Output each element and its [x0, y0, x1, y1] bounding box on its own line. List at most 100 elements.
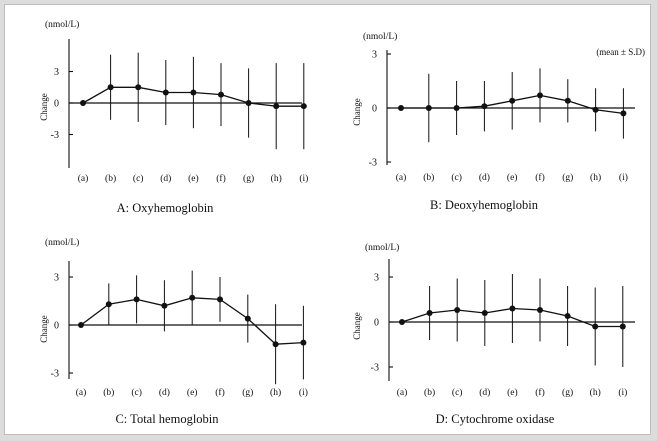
- y-tick-label: 0: [54, 99, 59, 110]
- y-unit-label: (nmol/L): [45, 19, 79, 30]
- panel-title: D: Cytochrome oxidase: [436, 412, 555, 426]
- data-point: [398, 105, 404, 111]
- data-point: [509, 97, 516, 104]
- x-tick-label: (c): [452, 387, 463, 398]
- data-point: [190, 89, 197, 96]
- data-point: [189, 294, 196, 301]
- y-tick-label: 0: [374, 318, 379, 329]
- x-tick-label: (g): [242, 387, 253, 398]
- data-point: [620, 110, 627, 117]
- data-point: [245, 100, 252, 106]
- x-tick-label: (a): [78, 173, 89, 184]
- x-tick-label: (a): [76, 387, 87, 398]
- x-tick-label: (i): [618, 387, 627, 398]
- y-tick-label: -3: [51, 130, 59, 141]
- x-tick-label: (f): [215, 387, 225, 398]
- y-axis-label: Change: [352, 98, 362, 126]
- x-tick-label: (f): [216, 173, 226, 184]
- data-point: [453, 105, 460, 111]
- panel-title: A: Oxyhemoglobin: [117, 201, 215, 215]
- y-axis-label: Change: [352, 312, 362, 340]
- x-tick-label: (d): [479, 172, 490, 183]
- data-point: [273, 103, 280, 110]
- x-tick-label: (i): [619, 172, 628, 183]
- x-tick-label: (i): [299, 173, 308, 184]
- x-tick-label: (c): [131, 387, 142, 398]
- y-tick-label: 3: [54, 67, 59, 78]
- x-tick-label: (c): [451, 172, 462, 183]
- data-point: [454, 307, 461, 313]
- data-point: [426, 310, 433, 316]
- data-point: [272, 341, 279, 348]
- sd-note: (mean ± S.D): [596, 47, 645, 57]
- data-point: [135, 84, 142, 91]
- data-point: [133, 296, 140, 303]
- y-tick-label: 3: [374, 273, 379, 284]
- data-point: [300, 103, 307, 110]
- x-tick-label: (e): [187, 387, 198, 398]
- y-unit-label: (nmol/L): [365, 242, 399, 253]
- x-tick-label: (b): [103, 387, 114, 398]
- y-tick-label: -3: [51, 369, 59, 380]
- panel-d-cytochrome-oxidase: 3 0 -3 (nmol/L) Change (a) (b) (c) (d) (e) (f) (g) (…: [352, 242, 635, 426]
- y-unit-label: (nmol/L): [363, 31, 397, 42]
- y-unit-label: (nmol/L): [45, 237, 79, 248]
- x-tick-label: (e): [507, 387, 518, 398]
- data-point: [564, 313, 571, 319]
- panel-title: C: Total hemoglobin: [115, 412, 219, 426]
- y-axis-label: Change: [39, 93, 49, 121]
- figure-canvas: 3 0 -3 (nmol/L) Change (a) (b) (c) (d) (e) (f) (g) (…: [39, 19, 645, 426]
- x-tick-label: (h): [590, 387, 601, 398]
- data-point: [300, 339, 307, 346]
- x-tick-label: (b): [105, 173, 116, 184]
- data-point: [161, 302, 168, 309]
- data-point: [78, 322, 84, 328]
- x-tick-label: (e): [507, 172, 518, 183]
- x-tick-label: (a): [396, 172, 407, 183]
- x-tick-label: (d): [160, 173, 171, 184]
- x-tick-label: (h): [270, 387, 281, 398]
- data-point: [162, 89, 169, 96]
- x-tick-label: (g): [243, 173, 254, 184]
- y-tick-label: 3: [372, 50, 377, 61]
- y-axis-label: Change: [39, 315, 49, 343]
- panel-a-oxyhemoglobin: 3 0 -3 (nmol/L) Change (a) (b) (c) (d) (e) (f) (g) (…: [39, 19, 308, 215]
- x-tick-label: (d): [159, 387, 170, 398]
- data-point: [537, 92, 543, 99]
- data-point: [619, 323, 626, 330]
- x-tick-label: (f): [535, 387, 545, 398]
- data-point: [218, 91, 224, 98]
- data-point: [564, 97, 571, 104]
- figure-frame: 3 0 -3 (nmol/L) Change (a) (b) (c) (d) (e) (f) (g) (…: [4, 4, 651, 435]
- data-point: [105, 301, 112, 308]
- x-tick-label: (f): [535, 172, 545, 183]
- data-point: [481, 310, 488, 316]
- x-tick-label: (g): [562, 387, 573, 398]
- data-point: [80, 100, 86, 106]
- y-tick-label: 0: [372, 104, 377, 115]
- data-point: [399, 319, 405, 325]
- panel-c-total-hemoglobin: 3 0 -3 (nmol/L) Change (a) (b) (c) (d) (e) (f) (g) (…: [39, 237, 308, 426]
- data-point: [217, 296, 223, 303]
- data-point: [592, 323, 599, 330]
- panel-title: B: Deoxyhemoglobin: [430, 198, 539, 212]
- y-tick-label: -3: [369, 158, 377, 169]
- x-tick-label: (g): [562, 172, 573, 183]
- x-tick-label: (e): [188, 173, 199, 184]
- x-tick-label: (a): [397, 387, 408, 398]
- data-point: [107, 84, 114, 91]
- data-point: [592, 106, 599, 113]
- data-point: [244, 315, 251, 322]
- data-point: [481, 103, 488, 110]
- x-tick-label: (h): [271, 173, 282, 184]
- x-tick-label: (h): [590, 172, 601, 183]
- data-point: [509, 305, 516, 312]
- x-tick-label: (c): [133, 173, 144, 184]
- x-tick-label: (b): [423, 172, 434, 183]
- data-point: [425, 105, 432, 111]
- x-tick-label: (i): [299, 387, 308, 398]
- y-tick-label: 3: [54, 273, 59, 284]
- x-tick-label: (b): [424, 387, 435, 398]
- y-tick-label: -3: [371, 363, 379, 374]
- panel-b-deoxyhemoglobin: 3 0 -3 (nmol/L) Change (a) (b) (c) (d) (e) (f) (g) (…: [352, 31, 635, 212]
